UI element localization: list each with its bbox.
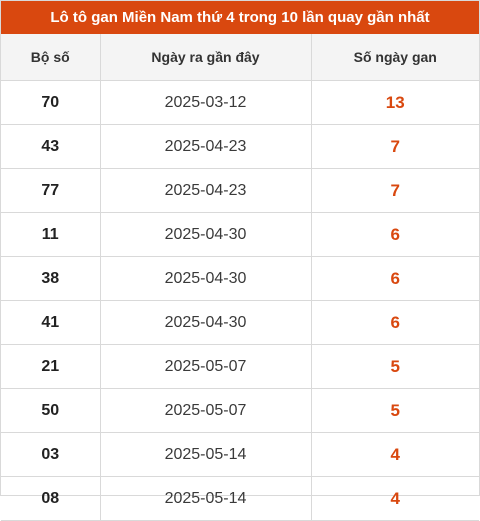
days-cell: 6 — [311, 300, 479, 345]
days-cell: 7 — [311, 168, 479, 213]
table-row: 21 2025-05-07 5 — [1, 344, 479, 389]
days-cell: 5 — [311, 388, 479, 433]
table-row: 11 2025-04-30 6 — [1, 212, 479, 257]
date-cell: 2025-05-07 — [100, 344, 312, 389]
number-cell: 38 — [1, 256, 101, 301]
number-cell: 21 — [1, 344, 101, 389]
days-cell: 6 — [311, 256, 479, 301]
days-cell: 13 — [311, 80, 479, 125]
date-cell: 2025-04-30 — [100, 212, 312, 257]
table-header-row: Bộ số Ngày ra gần đây Số ngày gan — [1, 34, 479, 81]
number-cell: 11 — [1, 212, 101, 257]
table-row: 08 2025-05-14 4 — [1, 476, 479, 521]
days-cell: 4 — [311, 432, 479, 477]
number-cell: 08 — [1, 476, 101, 521]
date-cell: 2025-03-12 — [100, 80, 312, 125]
date-cell: 2025-04-23 — [100, 124, 312, 169]
column-header-days: Số ngày gan — [311, 34, 479, 81]
date-cell: 2025-05-14 — [100, 476, 312, 521]
number-cell: 70 — [1, 80, 101, 125]
table-row: 50 2025-05-07 5 — [1, 388, 479, 433]
date-cell: 2025-04-23 — [100, 168, 312, 213]
number-cell: 77 — [1, 168, 101, 213]
number-cell: 43 — [1, 124, 101, 169]
table-row: 43 2025-04-23 7 — [1, 124, 479, 169]
number-cell: 41 — [1, 300, 101, 345]
days-cell: 5 — [311, 344, 479, 389]
table-row: 03 2025-05-14 4 — [1, 432, 479, 477]
number-cell: 03 — [1, 432, 101, 477]
lotto-gan-table: Bộ số Ngày ra gần đây Số ngày gan 70 202… — [1, 34, 479, 521]
column-header-date: Ngày ra gần đây — [100, 34, 312, 81]
column-header-number: Bộ số — [1, 34, 101, 81]
days-cell: 6 — [311, 212, 479, 257]
number-cell: 50 — [1, 388, 101, 433]
date-cell: 2025-05-07 — [100, 388, 312, 433]
table-row: 77 2025-04-23 7 — [1, 168, 479, 213]
date-cell: 2025-05-14 — [100, 432, 312, 477]
panel-title: Lô tô gan Miền Nam thứ 4 trong 10 lần qu… — [1, 1, 479, 34]
date-cell: 2025-04-30 — [100, 300, 312, 345]
table-row: 70 2025-03-12 13 — [1, 80, 479, 125]
table-row: 41 2025-04-30 6 — [1, 300, 479, 345]
date-cell: 2025-04-30 — [100, 256, 312, 301]
days-cell: 7 — [311, 124, 479, 169]
table-row: 38 2025-04-30 6 — [1, 256, 479, 301]
days-cell: 4 — [311, 476, 479, 521]
